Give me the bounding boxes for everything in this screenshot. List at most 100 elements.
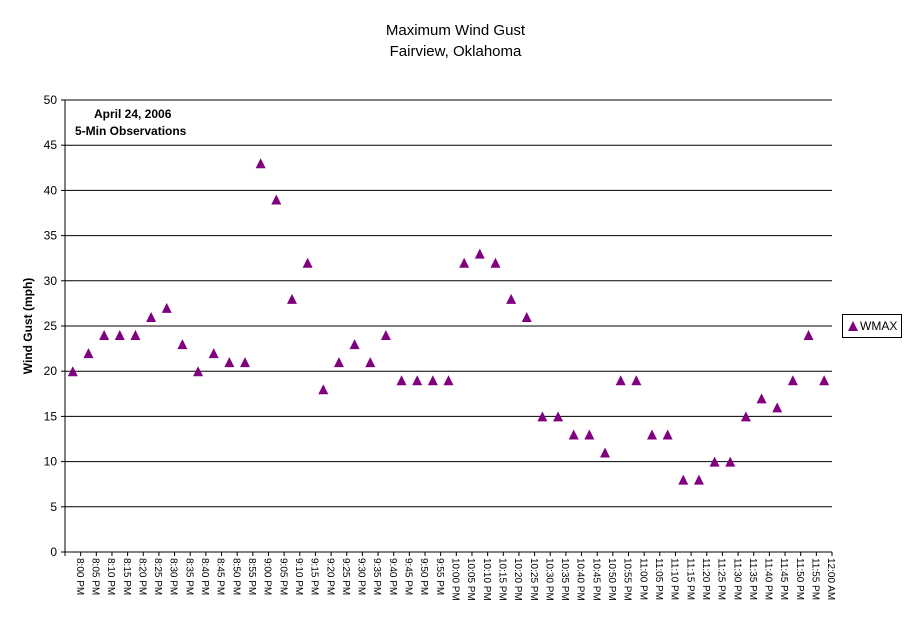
data-point: [662, 429, 673, 440]
data-point: [819, 375, 830, 386]
y-tick-label: 10: [44, 455, 58, 469]
y-tick-label: 35: [44, 229, 58, 243]
y-tick-label: 15: [44, 409, 58, 423]
data-point: [177, 339, 188, 350]
y-tick-label: 0: [50, 545, 57, 559]
data-point: [318, 384, 329, 395]
x-tick-label: 10:00 PM: [450, 558, 461, 601]
x-tick-label: 9:25 PM: [340, 558, 351, 595]
y-tick-label: 20: [44, 364, 58, 378]
x-tick-label: 12:00 AM: [825, 558, 836, 600]
data-point: [756, 393, 767, 404]
x-tick-label: 8:05 PM: [89, 558, 100, 595]
x-tick-label: 11:20 PM: [700, 558, 711, 600]
data-point: [146, 311, 157, 322]
data-point: [709, 456, 720, 467]
data-point: [459, 257, 470, 268]
data-point: [208, 348, 219, 359]
data-point: [396, 375, 407, 386]
x-tick-label: 10:15 PM: [496, 558, 507, 601]
data-point: [615, 375, 626, 386]
data-point: [240, 357, 251, 368]
data-point: [161, 302, 172, 313]
data-point: [772, 402, 783, 413]
x-tick-label: 11:40 PM: [763, 558, 774, 600]
x-tick-label: 11:00 PM: [637, 558, 648, 600]
x-tick-label: 8:10 PM: [105, 558, 116, 595]
data-point: [568, 429, 579, 440]
data-point: [584, 429, 595, 440]
data-point: [725, 456, 736, 467]
x-tick-label: 9:20 PM: [324, 558, 335, 595]
x-tick-label: 11:50 PM: [794, 558, 805, 600]
x-tick-label: 9:45 PM: [403, 558, 414, 595]
legend: WMAX: [842, 314, 902, 338]
x-tick-label: 10:25 PM: [528, 558, 539, 601]
data-point: [646, 429, 657, 440]
data-point: [521, 311, 532, 322]
data-point: [114, 330, 125, 341]
x-tick-label: 9:30 PM: [356, 558, 367, 595]
x-tick-label: 10:30 PM: [543, 558, 554, 601]
legend-label: WMAX: [860, 319, 898, 333]
data-point: [803, 330, 814, 341]
x-tick-label: 9:00 PM: [262, 558, 273, 595]
x-tick-label: 8:00 PM: [74, 558, 85, 595]
data-point: [271, 194, 282, 205]
x-tick-label: 8:30 PM: [168, 558, 179, 595]
legend-marker-triangle: [848, 321, 858, 331]
data-point: [412, 375, 423, 386]
data-point: [99, 330, 110, 341]
data-point: [787, 375, 798, 386]
x-tick-label: 10:50 PM: [606, 558, 617, 601]
x-tick-label: 9:40 PM: [387, 558, 398, 595]
y-axis-label: Wind Gust (mph): [21, 278, 35, 375]
data-point: [349, 339, 360, 350]
chart-title: Maximum Wind Gust: [385, 22, 526, 39]
x-tick-label: 9:35 PM: [371, 558, 382, 595]
x-tick-label: 11:45 PM: [778, 558, 789, 600]
data-point: [427, 375, 438, 386]
x-tick-label: 11:25 PM: [716, 558, 727, 600]
chart-annotation-date: April 24, 2006: [94, 107, 172, 121]
x-tick-label: 10:55 PM: [622, 558, 633, 601]
x-tick-label: 8:55 PM: [246, 558, 257, 595]
x-tick-label: 8:15 PM: [121, 558, 132, 595]
x-tick-label: 9:50 PM: [418, 558, 429, 595]
x-tick-label: 10:10 PM: [481, 558, 492, 601]
x-tick-label: 10:20 PM: [512, 558, 523, 601]
data-point: [193, 366, 204, 377]
data-point: [380, 330, 391, 341]
x-tick-label: 11:35 PM: [747, 558, 758, 600]
data-point: [600, 447, 611, 458]
x-tick-label: 9:15 PM: [309, 558, 320, 595]
data-point: [443, 375, 454, 386]
data-point: [67, 366, 78, 377]
x-tick-label: 10:35 PM: [559, 558, 570, 601]
data-point: [537, 411, 548, 422]
data-point: [490, 257, 501, 268]
x-tick-label: 11:30 PM: [731, 558, 742, 600]
x-tick-label: 8:50 PM: [230, 558, 241, 595]
x-tick-label: 9:05 PM: [277, 558, 288, 595]
x-tick-label: 8:40 PM: [199, 558, 210, 595]
y-tick-label: 40: [44, 183, 58, 197]
data-point: [678, 474, 689, 485]
y-tick-label: 30: [44, 274, 58, 288]
x-tick-label: 8:25 PM: [152, 558, 163, 595]
data-point: [740, 411, 751, 422]
x-tick-label: 8:35 PM: [183, 558, 194, 595]
chart-subtitle: Fairview, Oklahoma: [389, 43, 522, 60]
x-tick-label: 9:10 PM: [293, 558, 304, 595]
data-point: [286, 293, 297, 304]
y-tick-label: 50: [44, 93, 58, 107]
data-point: [302, 257, 313, 268]
data-point: [255, 158, 266, 169]
x-tick-label: 8:20 PM: [136, 558, 147, 595]
data-point: [553, 411, 564, 422]
data-point: [333, 357, 344, 368]
y-tick-label: 45: [44, 138, 58, 152]
x-tick-label: 9:55 PM: [434, 558, 445, 595]
